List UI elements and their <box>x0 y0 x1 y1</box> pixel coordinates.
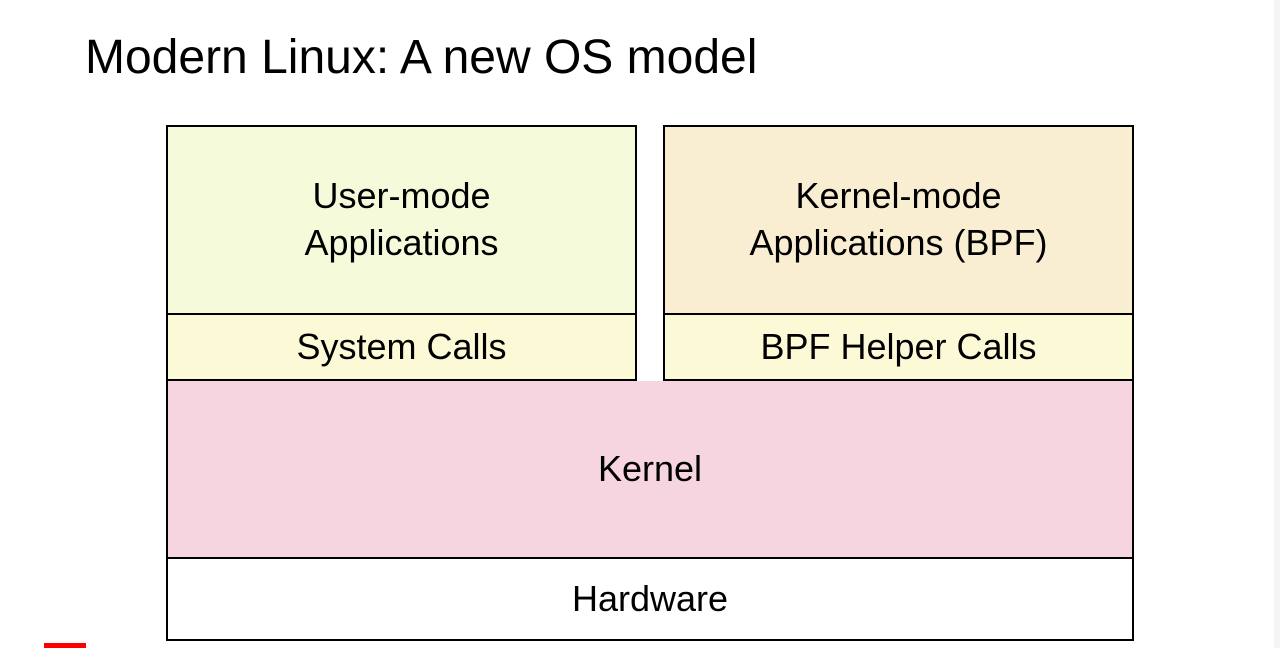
applications-row: User-mode Applications System Calls Kern… <box>166 125 1134 381</box>
hardware-label: Hardware <box>572 578 728 620</box>
right-edge-decoration <box>1274 0 1280 648</box>
system-calls-box: System Calls <box>166 315 637 381</box>
system-calls-label: System Calls <box>296 326 506 368</box>
bpf-helper-calls-box: BPF Helper Calls <box>663 315 1134 381</box>
hardware-box: Hardware <box>166 559 1134 641</box>
architecture-diagram: User-mode Applications System Calls Kern… <box>166 125 1134 641</box>
user-mode-applications-box: User-mode Applications <box>166 125 637 315</box>
kernel-mode-applications-box: Kernel-mode Applications (BPF) <box>663 125 1134 315</box>
user-mode-column: User-mode Applications System Calls <box>166 125 637 381</box>
user-mode-applications-label: User-mode Applications <box>304 173 498 267</box>
kernel-mode-applications-label: Kernel-mode Applications (BPF) <box>749 173 1047 267</box>
video-progress-indicator[interactable] <box>44 643 86 648</box>
kernel-label: Kernel <box>598 448 702 490</box>
kernel-box: Kernel <box>166 381 1134 559</box>
page-title: Modern Linux: A new OS model <box>85 30 757 85</box>
kernel-mode-column: Kernel-mode Applications (BPF) BPF Helpe… <box>663 125 1134 381</box>
bpf-helper-calls-label: BPF Helper Calls <box>760 326 1036 368</box>
